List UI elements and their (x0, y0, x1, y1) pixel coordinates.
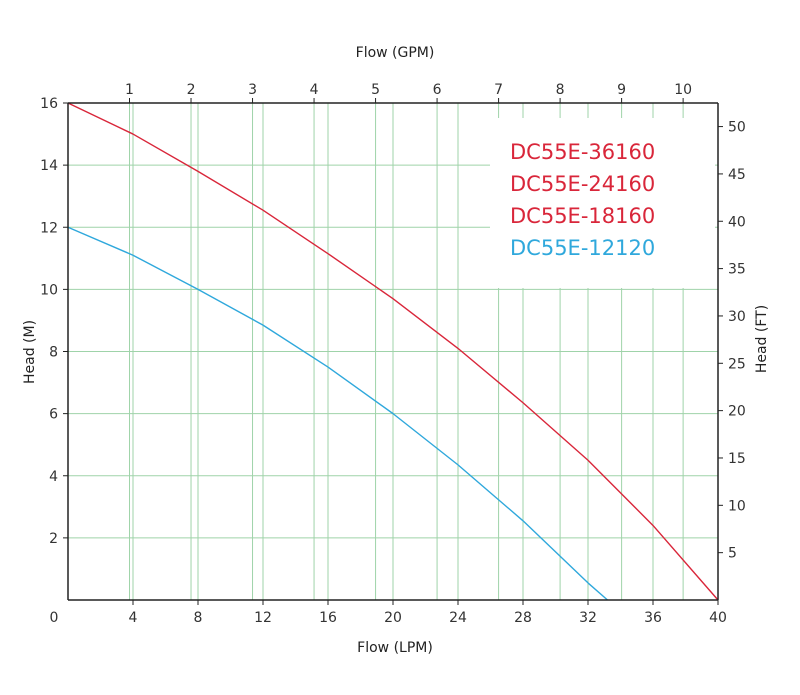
x2-tick-label: 5 (371, 82, 380, 98)
y2-tick-label: 5 (728, 546, 737, 562)
y-tick-label: 6 (49, 407, 58, 423)
legend-background (490, 118, 715, 288)
y2-tick-label: 10 (728, 498, 746, 514)
y2-tick-label: 45 (728, 167, 746, 183)
legend: DC55E-36160 DC55E-24160 DC55E-18160 DC55… (510, 140, 655, 260)
tick-labels: 0 4 8 12 16 20 24 28 32 36 401 2 3 4 5 6 7 8 9 102468101214… (40, 82, 746, 626)
legend-entry: DC55E-36160 (510, 140, 655, 164)
y-tick-label: 10 (40, 282, 58, 298)
legend-entry: DC55E-12120 (510, 236, 655, 260)
x-tick-label: 4 (129, 610, 138, 626)
y-tick-label: 2 (49, 531, 58, 547)
x2-axis-title: Flow (GPM) (356, 45, 435, 61)
x-tick-label: 24 (449, 610, 467, 626)
x2-tick-label: 2 (187, 82, 196, 98)
grid-lines (68, 103, 718, 600)
x2-tick-label: 6 (433, 82, 442, 98)
x-tick-label: 0 (50, 610, 59, 626)
x-tick-label: 8 (194, 610, 203, 626)
x2-tick-label: 10 (674, 82, 692, 98)
x2-tick-label: 1 (125, 82, 134, 98)
y2-tick-label: 50 (728, 120, 746, 136)
x2-tick-label: 8 (556, 82, 565, 98)
x2-tick-label: 3 (248, 82, 257, 98)
y-tick-label: 8 (49, 345, 58, 361)
y2-tick-label: 15 (728, 451, 746, 467)
y-axis-title: Head (M) (22, 320, 38, 384)
y2-tick-label: 35 (728, 262, 746, 278)
x-axis-title: Flow (LPM) (357, 640, 433, 656)
axes (63, 98, 723, 605)
y-tick-label: 12 (40, 220, 58, 236)
x2-tick-label: 9 (617, 82, 626, 98)
legend-entry: DC55E-24160 (510, 172, 655, 196)
y2-tick-label: 20 (728, 404, 746, 420)
y-tick-label: 16 (40, 96, 58, 112)
series-lines (67, 102, 719, 601)
x-tick-label: 12 (254, 610, 272, 626)
x-tick-label: 20 (384, 610, 402, 626)
x2-tick-label: 7 (494, 82, 503, 98)
y-tick-label: 4 (49, 469, 58, 485)
series-line (67, 226, 608, 601)
series-line (67, 102, 719, 601)
x-tick-label: 16 (319, 610, 337, 626)
legend-entry: DC55E-18160 (510, 204, 655, 228)
x2-tick-label: 4 (310, 82, 319, 98)
x-tick-label: 36 (644, 610, 662, 626)
x-tick-label: 32 (579, 610, 597, 626)
y2-tick-label: 30 (728, 309, 746, 325)
y2-axis-title: Head (FT) (754, 305, 770, 373)
x-tick-label: 28 (514, 610, 532, 626)
y-tick-label: 14 (40, 158, 58, 174)
y2-tick-label: 40 (728, 214, 746, 230)
x-tick-label: 40 (709, 610, 727, 626)
legend-box (490, 118, 715, 288)
y2-tick-label: 25 (728, 356, 746, 372)
